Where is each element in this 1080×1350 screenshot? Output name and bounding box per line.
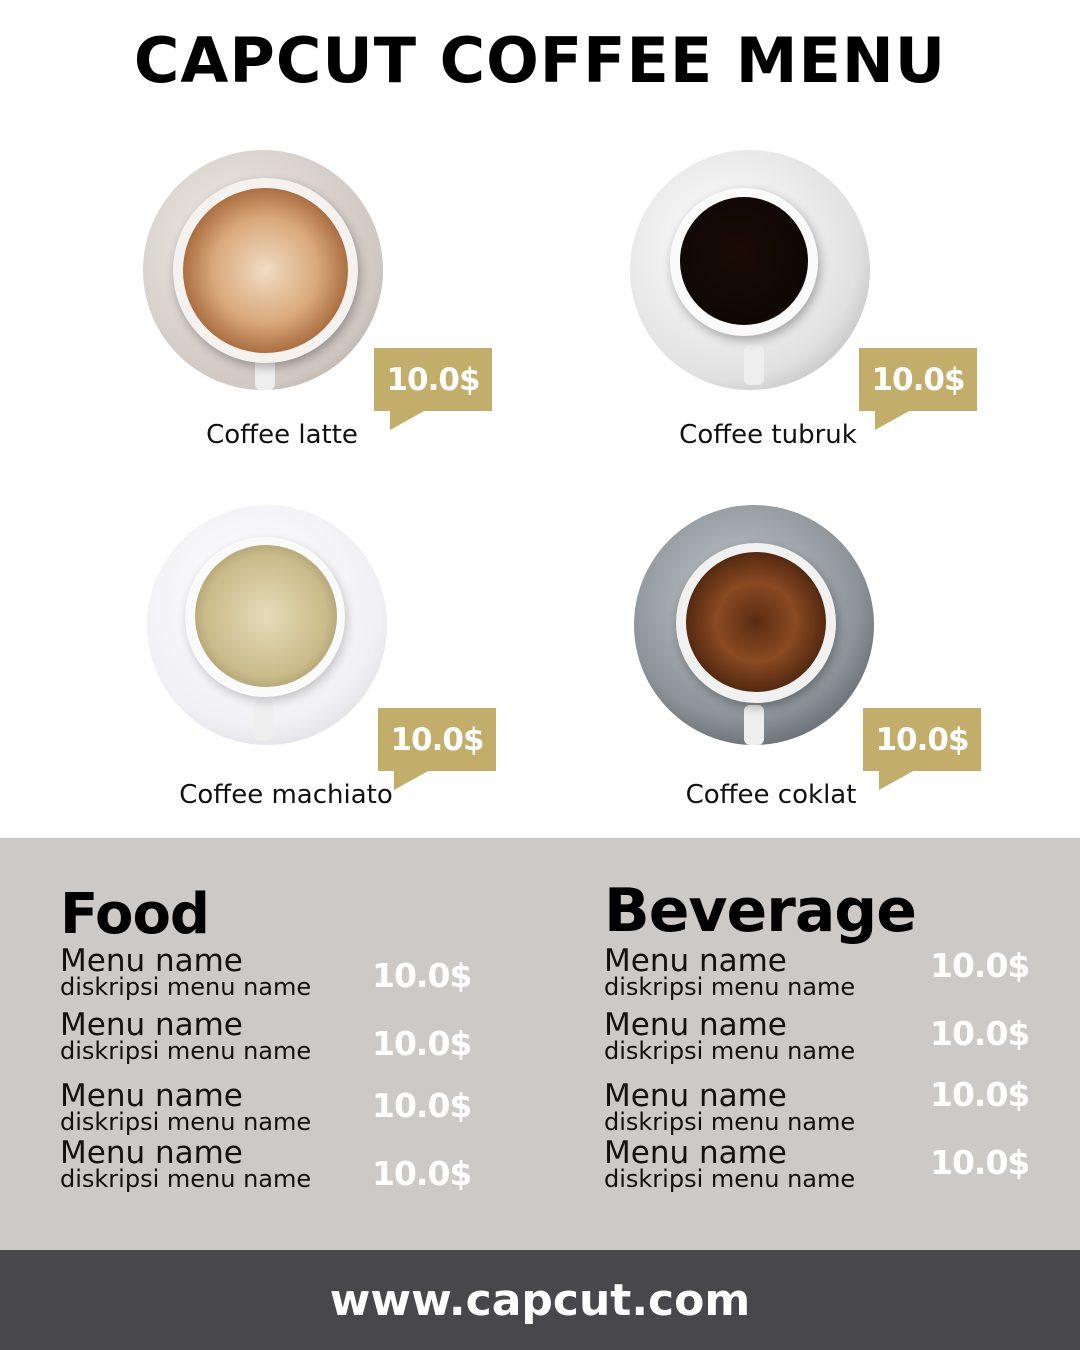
price-tag: 10.0$ <box>378 708 496 790</box>
price-tag: 10.0$ <box>859 348 977 430</box>
coffee-coklat-image <box>634 505 874 745</box>
food-item: Menu name diskripsi menu name <box>60 1078 312 1136</box>
food-item: Menu name diskripsi menu name <box>60 1007 312 1065</box>
food-title: Food <box>60 882 210 947</box>
price-tag: 10.0$ <box>863 708 981 790</box>
food-price: 10.0$ <box>372 1086 472 1125</box>
page-title: CAPCUT COFFEE MENU <box>133 24 947 97</box>
beverage-price: 10.0$ <box>930 946 1030 985</box>
featured-name: Coffee latte <box>206 420 358 450</box>
footer: www.capcut.com <box>0 1250 1080 1350</box>
featured-name: Coffee coklat <box>685 780 857 810</box>
beverage-item: Menu name diskripsi menu name <box>604 1078 856 1136</box>
beverage-item: Menu name diskripsi menu name <box>604 1135 856 1193</box>
beverage-item: Menu name diskripsi menu name <box>604 943 856 1001</box>
food-item: Menu name diskripsi menu name <box>60 1135 312 1193</box>
menu-section: Food Beverage Menu name diskripsi menu na… <box>0 838 1080 1250</box>
beverage-title: Beverage <box>604 876 917 946</box>
coffee-latte-image <box>143 150 383 390</box>
food-item: Menu name diskripsi menu name <box>60 943 312 1001</box>
beverage-price: 10.0$ <box>930 1143 1030 1182</box>
coffee-machiato-image <box>147 505 387 745</box>
food-price: 10.0$ <box>372 1024 472 1063</box>
featured-name: Coffee tubruk <box>679 420 857 450</box>
beverage-item: Menu name diskripsi menu name <box>604 1007 856 1065</box>
website-link[interactable]: www.capcut.com <box>329 1274 751 1326</box>
food-price: 10.0$ <box>372 956 472 995</box>
coffee-tubruk-image <box>630 150 870 390</box>
beverage-price: 10.0$ <box>930 1075 1030 1114</box>
food-price: 10.0$ <box>372 1154 472 1193</box>
price-tag: 10.0$ <box>374 348 492 430</box>
beverage-price: 10.0$ <box>930 1014 1030 1053</box>
featured-name: Coffee machiato <box>179 780 393 810</box>
